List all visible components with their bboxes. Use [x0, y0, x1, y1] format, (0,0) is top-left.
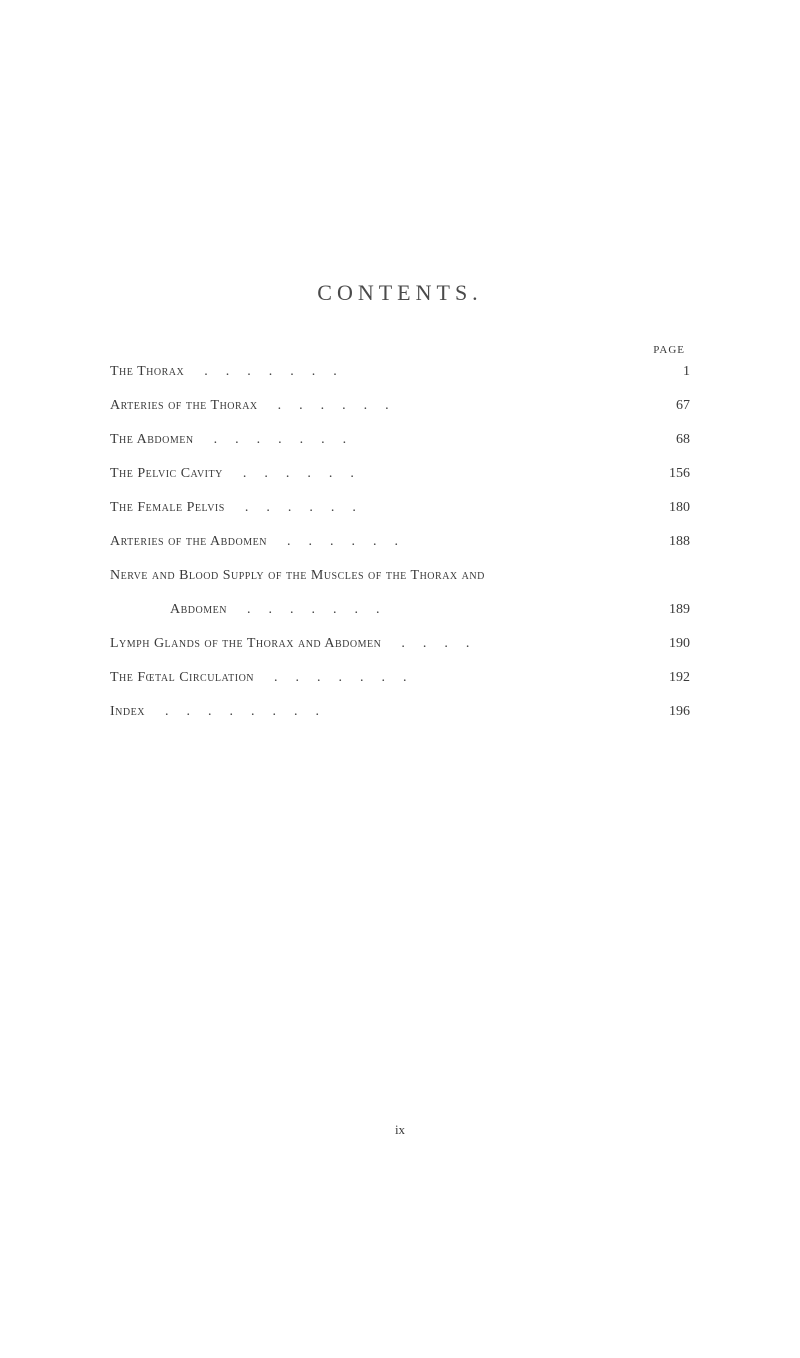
toc-dots: ........: [145, 704, 656, 720]
toc-page-number: 196: [656, 704, 690, 720]
toc-entry: The Female Pelvis ...... 180: [110, 500, 690, 516]
toc-dots: .......: [194, 432, 656, 448]
toc-entry-continuation: Abdomen ....... 189: [110, 602, 690, 618]
toc-entry: Nerve and Blood Supply of the Muscles of…: [110, 568, 690, 584]
toc-label: The Thorax: [110, 364, 184, 380]
toc-entry: The Fœtal Circulation ....... 192: [110, 670, 690, 686]
toc-label: Arteries of the Abdomen: [110, 534, 267, 550]
toc-page-number: 190: [656, 636, 690, 652]
toc-label: Lymph Glands of the Thorax and Abdomen: [110, 636, 381, 652]
toc-dots: .......: [227, 602, 656, 618]
toc-page-number: 68: [656, 432, 690, 448]
toc-entry: Index ........ 196: [110, 704, 690, 720]
toc-dots: .......: [254, 670, 656, 686]
toc-entry: The Pelvic Cavity ...... 156: [110, 466, 690, 482]
toc-page-number: 192: [656, 670, 690, 686]
toc-label: Arteries of the Thorax: [110, 398, 258, 414]
toc-dots: ......: [225, 500, 656, 516]
toc-dots: .......: [184, 364, 656, 380]
toc-dots: ......: [267, 534, 656, 550]
toc-entry: Arteries of the Abdomen ...... 188: [110, 534, 690, 550]
toc-entry: Arteries of the Thorax ...... 67: [110, 398, 690, 414]
toc-entry: Lymph Glands of the Thorax and Abdomen .…: [110, 636, 690, 652]
toc-page-number: 189: [656, 602, 690, 618]
toc-page-number: 188: [656, 534, 690, 550]
toc-label: Abdomen: [170, 602, 227, 618]
contents-page: CONTENTS. page The Thorax ....... 1 Arte…: [0, 0, 800, 798]
toc-label: Index: [110, 704, 145, 720]
toc-dots: ......: [223, 466, 656, 482]
toc-page-number: 1: [656, 364, 690, 380]
toc-label: The Female Pelvis: [110, 500, 225, 516]
toc-entry: The Abdomen ....... 68: [110, 432, 690, 448]
toc-page-number: 67: [656, 398, 690, 414]
toc-label: Nerve and Blood Supply of the Muscles of…: [110, 568, 485, 584]
toc-label: The Pelvic Cavity: [110, 466, 223, 482]
toc-label: The Fœtal Circulation: [110, 670, 254, 686]
toc-page-number: 180: [656, 500, 690, 516]
footer-page-number: ix: [0, 1122, 800, 1138]
page-title: CONTENTS.: [110, 280, 690, 306]
toc-dots: ....: [381, 636, 656, 652]
toc-entry: The Thorax ....... 1: [110, 364, 690, 380]
toc-label: The Abdomen: [110, 432, 194, 448]
page-column-header: page: [110, 344, 690, 356]
toc-dots: ......: [258, 398, 656, 414]
toc-page-number: 156: [656, 466, 690, 482]
